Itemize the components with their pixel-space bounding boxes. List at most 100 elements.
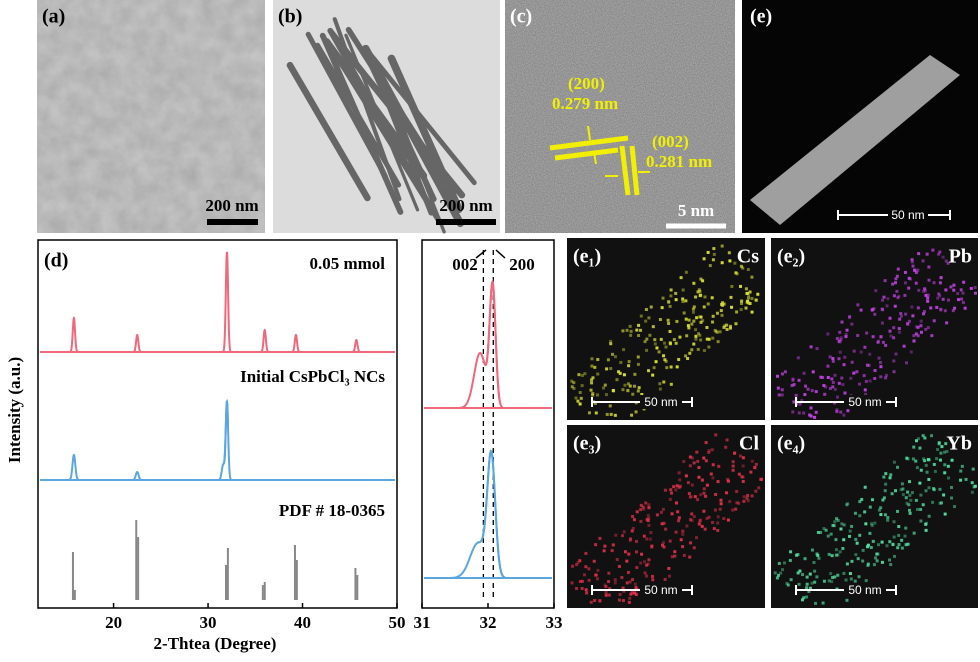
dot (613, 578, 617, 582)
dot (903, 281, 907, 285)
dot (607, 571, 611, 575)
dot (659, 337, 663, 341)
dot (687, 326, 691, 330)
dot (910, 491, 914, 495)
dot (580, 373, 584, 377)
dot (874, 289, 878, 293)
dot (861, 548, 865, 552)
dot (912, 339, 916, 343)
dot (808, 413, 812, 417)
dot (668, 304, 672, 308)
dot (802, 596, 806, 600)
dot (647, 503, 651, 507)
dot (654, 360, 658, 364)
dot (704, 441, 708, 445)
dot (603, 544, 607, 548)
dot (791, 410, 795, 414)
scale-label: 50 nm (644, 583, 677, 597)
element-label: Cl (739, 433, 759, 455)
dot (821, 601, 825, 605)
dot (648, 333, 652, 337)
eds-labels: (e₁) Cs 50 nm (e₂) Pb 50 nm (e₃) Cl 50 nm (e₄) Yb 5… (573, 246, 972, 598)
dot (969, 286, 973, 290)
dot (739, 308, 743, 312)
dot (609, 339, 613, 343)
dot (811, 370, 815, 374)
dot (908, 480, 912, 484)
dot (705, 483, 709, 487)
dot (677, 519, 681, 523)
dot (722, 325, 726, 329)
dot (619, 360, 623, 364)
dot (593, 599, 597, 603)
dot (904, 543, 908, 547)
dot (776, 386, 780, 390)
dot (650, 544, 654, 548)
dot (668, 539, 672, 543)
dot (846, 409, 850, 413)
dot (741, 480, 745, 484)
dot (854, 553, 858, 557)
dot (949, 285, 953, 289)
dot (874, 556, 878, 560)
dot (865, 331, 869, 335)
dot (892, 359, 896, 363)
dot (864, 392, 868, 396)
dot (667, 300, 671, 304)
dot (813, 580, 817, 584)
dot (836, 518, 840, 522)
dot (889, 473, 893, 477)
dot (783, 370, 787, 374)
dot (681, 529, 685, 533)
dot (695, 450, 699, 454)
panel-label: (a) (42, 6, 65, 28)
dot (809, 345, 813, 349)
dot (750, 459, 754, 463)
dot (808, 572, 812, 576)
dot (750, 494, 754, 498)
dot (628, 384, 632, 388)
rod (387, 54, 463, 214)
dot (893, 554, 897, 558)
dot (883, 513, 887, 517)
scale-bg (844, 583, 886, 597)
dot (694, 295, 698, 299)
dot (867, 363, 871, 367)
dot (748, 302, 752, 306)
dot (919, 330, 923, 334)
dot (891, 282, 895, 286)
dot (848, 529, 852, 533)
dot (589, 388, 593, 392)
dot (889, 334, 893, 338)
dot (916, 268, 920, 272)
dot (679, 538, 683, 542)
dot (739, 284, 743, 288)
dot (692, 319, 696, 323)
dot (759, 477, 763, 481)
element-label: Cs (737, 246, 759, 268)
dot (835, 410, 839, 414)
dot (922, 312, 926, 316)
dot (590, 357, 594, 361)
dot (959, 478, 963, 482)
dot (635, 566, 639, 570)
dot (576, 399, 580, 403)
dot (575, 586, 579, 590)
x-tick-label: 20 (105, 613, 122, 632)
dot (613, 355, 617, 359)
dot (865, 545, 869, 549)
dot (820, 375, 824, 379)
dot (885, 304, 889, 308)
dot (840, 522, 844, 526)
dot (598, 599, 602, 603)
dot (664, 359, 668, 363)
dot (861, 559, 865, 563)
dot (697, 466, 701, 470)
dot (879, 506, 883, 510)
dot (698, 289, 702, 293)
dot (628, 580, 632, 584)
dot (810, 548, 814, 552)
eds-maps (567, 238, 978, 608)
dot (660, 522, 664, 526)
dot (892, 326, 896, 330)
